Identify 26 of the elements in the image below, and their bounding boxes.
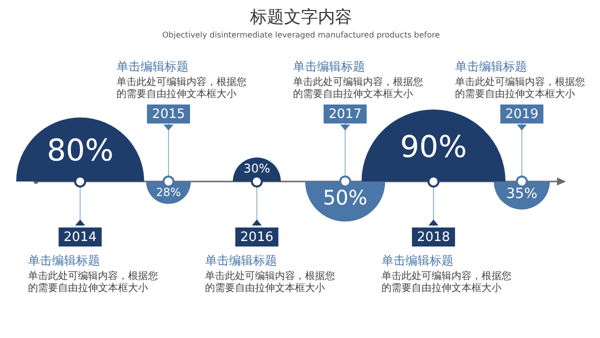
text: 单击编辑标题 (204, 254, 277, 268)
data-label: 50% (322, 186, 368, 210)
text: 单击此处可编辑内容，根据您的需要自由拉伸文本框大小 (204, 270, 335, 294)
text: 单击此处可编辑内容，根据您的需要自由拉伸文本框大小 (455, 76, 585, 100)
data-label: 28% (156, 186, 182, 200)
text: 单击编辑标题 (293, 60, 366, 74)
text: 单击此处可编辑内容，根据您的需要自由拉伸文本框大小 (116, 76, 246, 100)
text: 单击编辑标题 (28, 254, 100, 268)
category-label: 2014 (64, 230, 97, 245)
data-label: 35% (506, 186, 538, 202)
category-label: 2017 (328, 106, 362, 122)
text: 单击此处可编辑内容，根据您的需要自由拉伸文本框大小 (382, 270, 512, 294)
text: 单击此处可编辑内容，根据您的需要自由拉伸文本框大小 (28, 270, 158, 294)
data-label: 30% (243, 162, 270, 176)
category-label: 2015 (152, 106, 186, 122)
text: 单击此处可编辑内容，根据您的需要自由拉伸文本框大小 (293, 76, 424, 100)
text: 单击编辑标题 (116, 60, 188, 74)
category-label: 2016 (240, 230, 274, 245)
data-label: 80% (46, 133, 114, 168)
text: 标题文字内容 (249, 8, 352, 28)
text: 单击编辑标题 (455, 60, 527, 74)
category-label: 2018 (416, 230, 450, 245)
data-label: 90% (400, 130, 467, 165)
category-label: 2019 (505, 106, 538, 122)
text: Objectively disintermediate leveraged manufactured products before (162, 30, 440, 40)
text: 单击编辑标题 (382, 254, 454, 268)
